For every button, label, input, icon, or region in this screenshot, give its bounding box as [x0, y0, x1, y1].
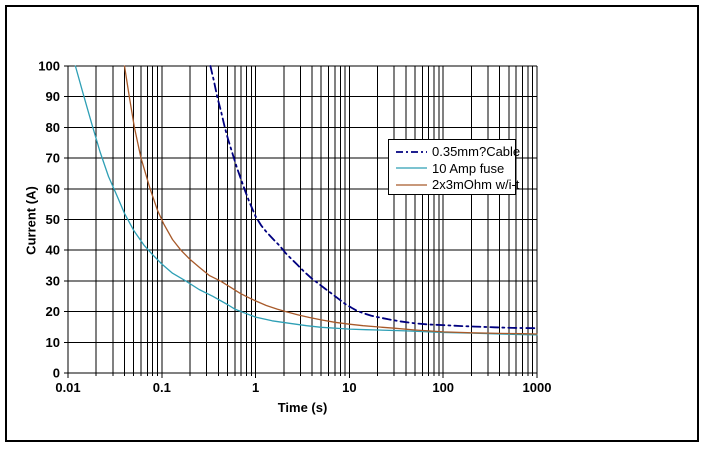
x-tick-label: 0.1 — [153, 380, 171, 395]
x-tick-label: 10 — [342, 380, 356, 395]
legend-label-fuse: 10 Amp fuse — [432, 160, 505, 176]
legend-item-cable: 0.35mm?Cable — [395, 144, 520, 159]
tick-labels: 0 10 20 30 40 50 60 70 80 90 100 0.01 0.1 1 10 100 1000 — [38, 59, 551, 396]
y-tick-label: 10 — [46, 335, 60, 350]
legend-label-cable: 0.35mm?Cable — [432, 144, 521, 159]
axis-ticks — [64, 65, 538, 378]
x-tick-label: 100 — [432, 380, 454, 395]
legend-item-fuse: 10 Amp fuse — [395, 161, 513, 176]
x-axis-title: Time (s) — [277, 400, 328, 415]
series-line-0 — [209, 65, 538, 330]
series-line-2 — [123, 65, 538, 335]
legend-item-shunt: 2x3mOhm w/i-t — [395, 177, 519, 192]
y-tick-label: 0 — [53, 366, 60, 381]
y-tick-label: 50 — [46, 212, 60, 227]
y-tick-label: 60 — [46, 181, 60, 196]
series-line-1 — [74, 65, 538, 336]
y-tick-label: 100 — [38, 59, 60, 74]
legend: 0.35mm?Cable 10 Amp fuse 2x3mOhm w/i-t — [388, 139, 520, 195]
y-tick-label: 70 — [46, 151, 60, 166]
x-tick-label: 0.01 — [55, 380, 80, 395]
y-tick-label: 30 — [46, 273, 60, 288]
cable-dashdot-line-sample-icon — [396, 150, 427, 153]
x-tick-label: 1 — [252, 380, 259, 395]
y-axis-title: Current (A) — [23, 186, 39, 255]
x-tick-label: 1000 — [523, 380, 552, 395]
chart-frame — [5, 5, 699, 442]
fuse-line-sample-icon — [396, 167, 427, 169]
y-tick-label: 90 — [46, 89, 60, 104]
y-tick-label: 40 — [46, 243, 60, 258]
legend-label-shunt: 2x3mOhm w/i-t — [432, 177, 520, 192]
y-tick-label: 80 — [46, 120, 60, 135]
shunt-line-sample-icon — [396, 183, 427, 186]
y-tick-label: 20 — [46, 304, 60, 319]
